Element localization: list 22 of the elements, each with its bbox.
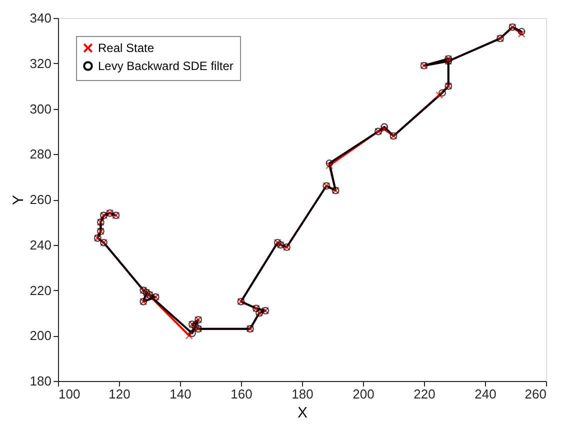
y-tick-label: 320	[30, 56, 52, 71]
y-tick-label: 260	[30, 192, 52, 207]
x-axis-title: X	[297, 404, 308, 422]
legend-label: Levy Backward SDE filter	[98, 59, 234, 73]
x-tick-label: 260	[524, 386, 546, 402]
y-tick-label: 180	[30, 374, 52, 388]
y-tick-label: 240	[30, 237, 52, 252]
x-tick-label: 180	[292, 386, 314, 402]
y-tick-label: 220	[30, 282, 52, 298]
y-tick-label: 280	[30, 146, 52, 162]
x-tick-label: 240	[474, 386, 496, 402]
x-tick-label: 200	[352, 386, 374, 402]
y-axis-title: Y	[10, 194, 27, 206]
legend-label: Real State	[98, 41, 154, 55]
x-tick-label: 140	[170, 386, 192, 402]
y-tick-label: 340	[30, 10, 52, 26]
x-tick-label: 160	[230, 386, 252, 402]
x-tick-label: 220	[414, 386, 436, 402]
x-tick-label: 120	[108, 386, 130, 402]
y-tick-label: 300	[30, 101, 52, 116]
y-tick-label: 200	[30, 328, 52, 344]
x-tick-label: 100	[58, 386, 80, 402]
